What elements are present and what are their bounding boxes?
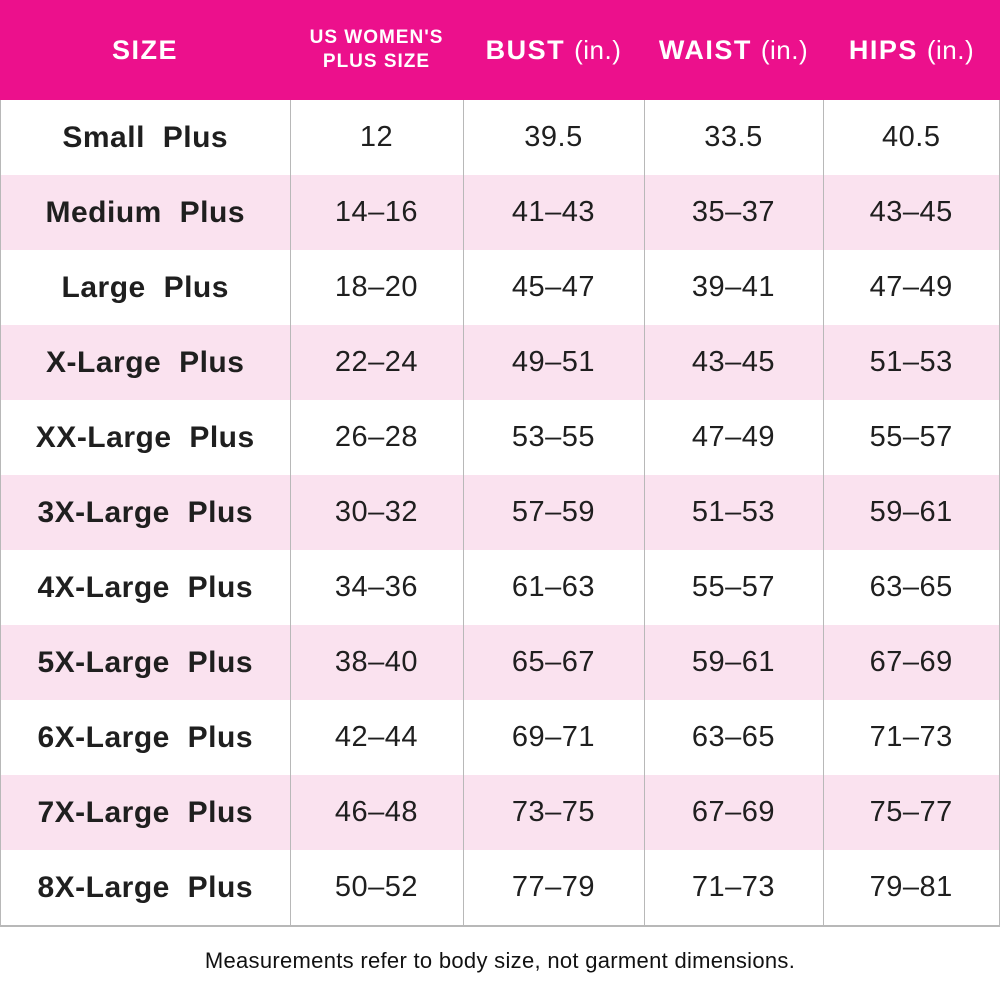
- cell-us-plus-size: 46–48: [289, 775, 463, 850]
- cell-hips: 75–77: [822, 775, 1000, 850]
- cell-waist: 59–61: [643, 625, 823, 700]
- cell-hips: 71–73: [822, 700, 1000, 775]
- cell-hips: 59–61: [822, 475, 1000, 550]
- cell-us-plus-size: 12: [289, 100, 463, 175]
- cell-bust: 65–67: [462, 625, 644, 700]
- cell-hips: 63–65: [822, 550, 1000, 625]
- cell-bust: 57–59: [462, 475, 644, 550]
- table-header: SIZE US WOMEN'S PLUS SIZE BUST (in.) WAI…: [0, 0, 1000, 100]
- table-row: Large Plus 18–20 45–47 39–41 47–49: [1, 250, 999, 325]
- cell-bust: 61–63: [462, 550, 644, 625]
- table-row: 8X-Large Plus 50–52 77–79 71–73 79–81: [1, 850, 999, 925]
- cell-bust: 41–43: [462, 175, 644, 250]
- header-hips: HIPS (in.): [823, 0, 1000, 100]
- header-bust-label: BUST: [485, 34, 566, 65]
- cell-us-plus-size: 22–24: [289, 325, 463, 400]
- cell-hips: 51–53: [822, 325, 1000, 400]
- cell-size: 6X-Large Plus: [37, 720, 254, 754]
- cell-waist: 39–41: [643, 250, 823, 325]
- cell-bust: 77–79: [462, 850, 644, 925]
- cell-waist: 55–57: [643, 550, 823, 625]
- cell-bust: 49–51: [462, 325, 644, 400]
- header-size-label: SIZE: [111, 34, 178, 65]
- cell-bust: 53–55: [462, 400, 644, 475]
- measurement-note: Measurements refer to body size, not gar…: [204, 948, 796, 973]
- cell-us-plus-size: 18–20: [289, 250, 463, 325]
- cell-hips: 67–69: [822, 625, 1000, 700]
- cell-waist: 43–45: [643, 325, 823, 400]
- table-row: X-Large Plus 22–24 49–51 43–45 51–53: [1, 325, 999, 400]
- cell-us-plus-size: 30–32: [289, 475, 463, 550]
- header-waist-unit: (in.): [760, 34, 809, 65]
- table-row: Medium Plus 14–16 41–43 35–37 43–45: [1, 175, 999, 250]
- table-row: 3X-Large Plus 30–32 57–59 51–53 59–61: [1, 475, 999, 550]
- header-hips-unit: (in.): [926, 34, 975, 65]
- cell-waist: 33.5: [643, 100, 823, 175]
- header-waist-label: WAIST: [658, 34, 752, 65]
- header-us-plus-size: US WOMEN'S PLUS SIZE: [290, 0, 463, 100]
- cell-hips: 55–57: [822, 400, 1000, 475]
- cell-size: Small Plus: [62, 120, 229, 154]
- table-row: 6X-Large Plus 42–44 69–71 63–65 71–73: [1, 700, 999, 775]
- table-row: XX-Large Plus 26–28 53–55 47–49 55–57: [1, 400, 999, 475]
- cell-waist: 67–69: [643, 775, 823, 850]
- table-row: Small Plus 12 39.5 33.5 40.5: [1, 100, 999, 175]
- header-bust: BUST (in.): [463, 0, 644, 100]
- cell-size: 5X-Large Plus: [37, 645, 254, 679]
- cell-us-plus-size: 14–16: [289, 175, 463, 250]
- header-us-plus-size-line2: PLUS SIZE: [322, 51, 431, 72]
- cell-us-plus-size: 38–40: [289, 625, 463, 700]
- cell-hips: 40.5: [822, 100, 1000, 175]
- cell-size: 7X-Large Plus: [37, 795, 254, 829]
- cell-size: 3X-Large Plus: [37, 495, 254, 529]
- table-row: 5X-Large Plus 38–40 65–67 59–61 67–69: [1, 625, 999, 700]
- cell-waist: 47–49: [643, 400, 823, 475]
- cell-bust: 69–71: [462, 700, 644, 775]
- cell-bust: 45–47: [462, 250, 644, 325]
- cell-waist: 35–37: [643, 175, 823, 250]
- header-us-plus-size-line1: US WOMEN'S: [309, 27, 444, 49]
- cell-waist: 63–65: [643, 700, 823, 775]
- cell-size: 4X-Large Plus: [37, 570, 254, 604]
- cell-us-plus-size: 50–52: [289, 850, 463, 925]
- cell-size: Medium Plus: [45, 195, 246, 229]
- cell-us-plus-size: 42–44: [289, 700, 463, 775]
- header-size: SIZE: [0, 0, 290, 100]
- table-body: Small Plus 12 39.5 33.5 40.5 Medium Plus…: [0, 100, 1000, 927]
- cell-size: XX-Large Plus: [35, 420, 255, 454]
- cell-hips: 79–81: [822, 850, 1000, 925]
- header-hips-label: HIPS: [848, 34, 918, 65]
- table-row: 4X-Large Plus 34–36 61–63 55–57 63–65: [1, 550, 999, 625]
- cell-bust: 39.5: [462, 100, 644, 175]
- cell-waist: 51–53: [643, 475, 823, 550]
- header-bust-unit: (in.): [574, 34, 622, 65]
- table-row: 7X-Large Plus 46–48 73–75 67–69 75–77: [1, 775, 999, 850]
- cell-us-plus-size: 26–28: [289, 400, 463, 475]
- cell-hips: 47–49: [822, 250, 1000, 325]
- cell-bust: 73–75: [462, 775, 644, 850]
- cell-size: Large Plus: [61, 270, 229, 304]
- cell-waist: 71–73: [643, 850, 823, 925]
- cell-us-plus-size: 34–36: [289, 550, 463, 625]
- cell-hips: 43–45: [822, 175, 1000, 250]
- header-waist: WAIST (in.): [644, 0, 823, 100]
- cell-size: 8X-Large Plus: [37, 870, 254, 904]
- cell-size: X-Large Plus: [46, 345, 245, 379]
